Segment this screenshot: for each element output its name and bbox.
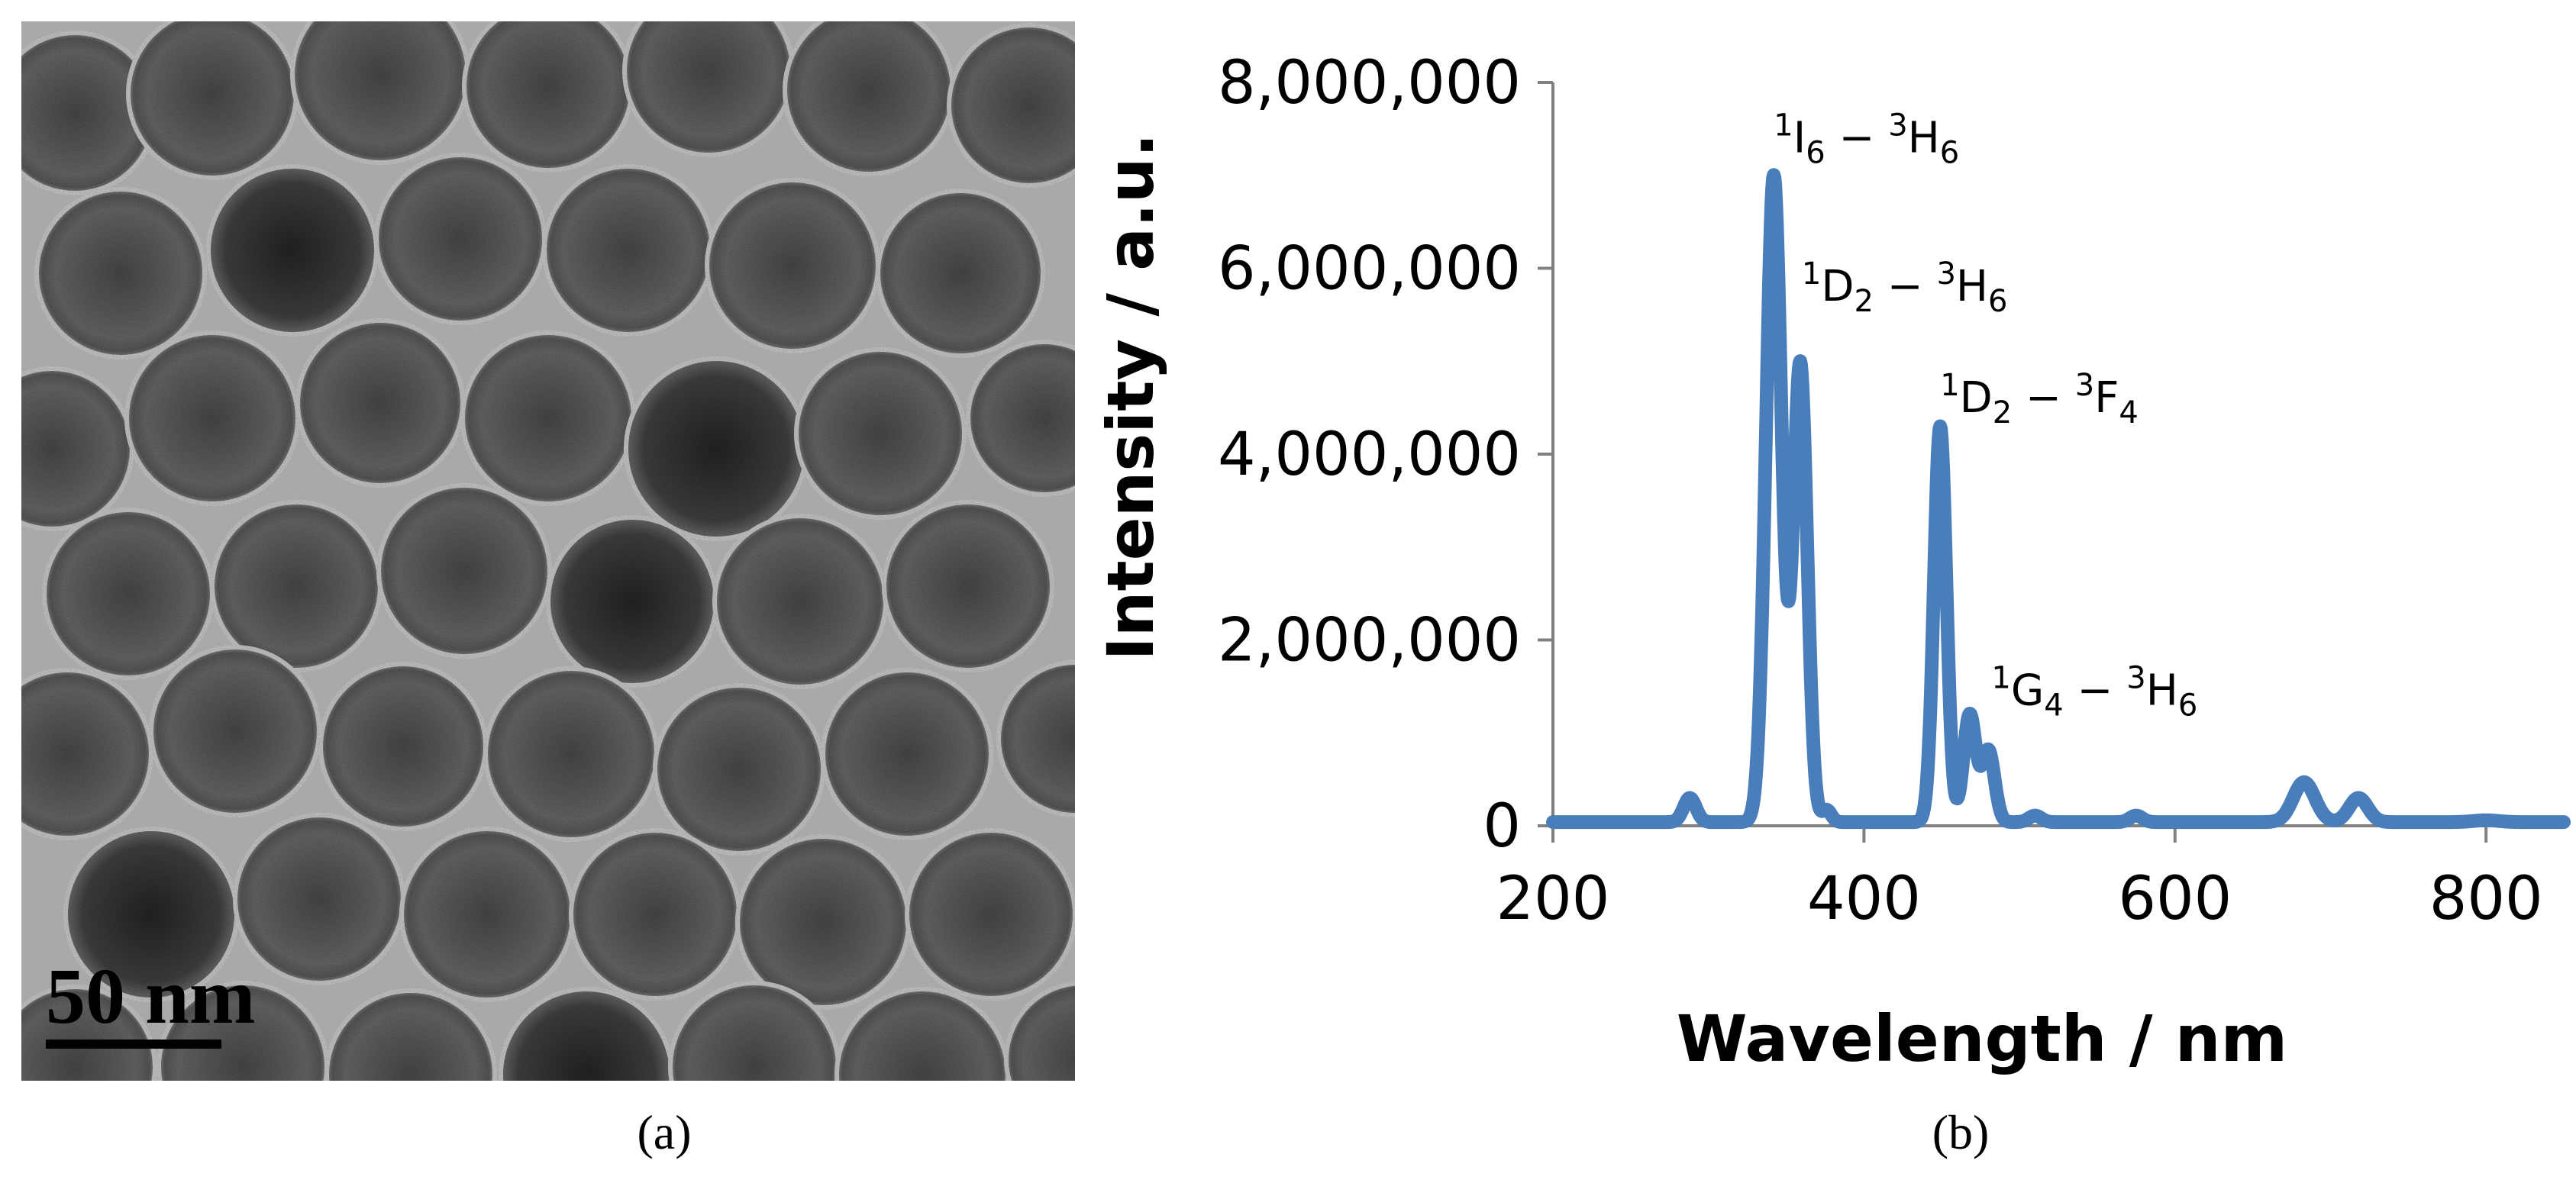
nanoparticle: [126, 21, 299, 180]
nanoparticle: [42, 508, 215, 680]
nanoparticle: [460, 330, 636, 506]
nanoparticle: [149, 645, 321, 817]
nanoparticle: [966, 340, 1075, 497]
nanoparticle: [794, 347, 967, 520]
nanoparticle: [546, 515, 718, 688]
y-axis-title: Intensity / a.u.: [1093, 133, 1168, 660]
nanoparticle: [376, 483, 552, 659]
nanoparticle: [318, 662, 488, 831]
panel-label-a: (a): [637, 1105, 691, 1159]
nanoparticle: [653, 683, 825, 856]
nanoparticle: [783, 21, 955, 176]
x-tick-label: 400: [1807, 865, 1921, 933]
y-tick-label: 2,000,000: [1218, 607, 1521, 675]
peak-annotations: 1I6 − 3H6 1D2 − 3H6 1D2 − 3F4 1G4 − 3H6: [1774, 108, 2197, 723]
nanoparticle: [34, 187, 207, 359]
peak-annotation: 1I6 − 3H6: [1774, 108, 1959, 170]
nanoparticle: [542, 164, 715, 337]
y-tick-label: 0: [1483, 792, 1521, 861]
nanoparticle: [374, 153, 547, 325]
nanoparticle: [399, 827, 575, 1002]
nanoparticle: [821, 668, 993, 840]
peak-annotation: 1G4 − 3H6: [1991, 661, 2197, 724]
nanoparticle: [569, 828, 741, 1001]
spectrum-series-line: [1546, 168, 2571, 830]
nanoparticle: [295, 318, 465, 488]
y-tick-label: 6,000,000: [1218, 235, 1521, 304]
x-axis-title: Wavelength / nm: [1677, 1001, 2287, 1076]
nanoparticle: [21, 668, 153, 840]
x-tick-label: 600: [2118, 865, 2232, 933]
nanoparticle: [876, 189, 1045, 358]
peak-annotation: 1D2 − 3F4: [1940, 368, 2139, 430]
nanoparticle: [996, 660, 1075, 817]
x-tick-label: 200: [1496, 865, 1610, 933]
nanoparticle: [206, 164, 379, 337]
nanoparticle: [462, 21, 634, 172]
x-axis-ticks: 200 400 600 800: [1496, 826, 2543, 933]
nanoparticle: [712, 514, 888, 689]
nanoparticle: [1004, 981, 1075, 1081]
nanoparticle: [324, 988, 497, 1081]
y-tick-label: 8,000,000: [1218, 49, 1521, 118]
nanoparticle: [21, 366, 134, 531]
nanoparticle: [210, 500, 383, 672]
spectrum-chart: 0 2,000,000 4,000,000 6,000,000 8,000,000 20…: [1093, 49, 2571, 1076]
scale-bar-line: [46, 1040, 221, 1049]
nanoparticle: [290, 21, 470, 165]
nanoparticle: [622, 21, 795, 157]
y-axis-ticks: 0 2,000,000 4,000,000 6,000,000 8,000,000: [1218, 49, 1553, 861]
nanoparticle: [882, 500, 1054, 672]
tem-image: [21, 21, 1075, 1081]
x-tick-label: 800: [2429, 865, 2543, 933]
nanoparticle: [668, 981, 841, 1081]
nanoparticle: [947, 23, 1075, 188]
nanoparticle: [483, 666, 659, 842]
panel-label-b: (b): [1932, 1105, 1990, 1159]
y-tick-label: 4,000,000: [1218, 421, 1521, 489]
peak-annotation: 1D2 − 3H6: [1802, 256, 2008, 319]
scale-bar: 50 nm: [46, 953, 255, 1049]
nanoparticle: [905, 828, 1075, 1001]
nanoparticle: [705, 178, 880, 353]
nanoparticle: [624, 356, 809, 541]
nanoparticle: [233, 813, 405, 985]
nanoparticle: [834, 987, 1010, 1081]
nanoparticle: [21, 985, 157, 1081]
nanoparticle-field: [21, 21, 1075, 1081]
nanoparticle: [124, 330, 300, 506]
scale-bar-label: 50 nm: [46, 953, 255, 1040]
